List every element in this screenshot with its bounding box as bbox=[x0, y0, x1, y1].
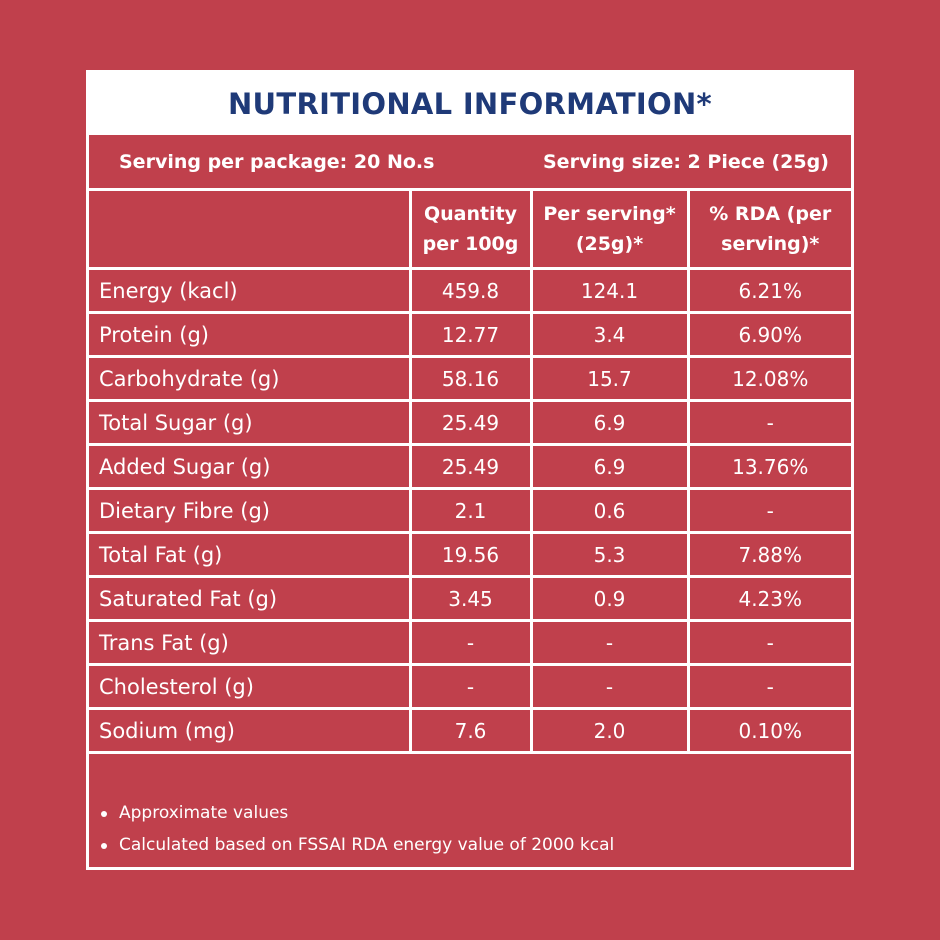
footnote-item: Approximate values bbox=[100, 803, 289, 823]
nutrient-name: Trans Fat (g) bbox=[89, 619, 412, 666]
page-title: NUTRITIONAL INFORMATION* bbox=[227, 87, 712, 121]
table-header-row: Quantity per 100g Per serving* (25g)* % … bbox=[89, 191, 851, 270]
serving-size: Serving size: 2 Piece (25g) bbox=[543, 151, 829, 173]
serving-per-package: Serving per package: 20 No.s bbox=[119, 151, 435, 173]
rda-value: 6.90% bbox=[686, 311, 851, 358]
serving-value: 6.9 bbox=[529, 399, 690, 446]
table-row: Trans Fat (g) - - - bbox=[89, 619, 851, 666]
quantity-value: 7.6 bbox=[408, 707, 533, 754]
table-row: Carbohydrate (g) 58.16 15.7 12.08% bbox=[89, 355, 851, 402]
quantity-value: - bbox=[408, 619, 533, 666]
nutrient-name: Total Fat (g) bbox=[89, 531, 412, 578]
rda-value: 4.23% bbox=[686, 575, 851, 622]
nutrition-table: Quantity per 100g Per serving* (25g)* % … bbox=[89, 191, 851, 754]
nutrient-name: Saturated Fat (g) bbox=[89, 575, 412, 622]
table-row: Dietary Fibre (g) 2.1 0.6 - bbox=[89, 487, 851, 534]
nutrition-panel: NUTRITIONAL INFORMATION* Serving per pac… bbox=[86, 70, 854, 870]
header-rda: % RDA (per serving)* bbox=[686, 191, 851, 270]
nutrient-name: Total Sugar (g) bbox=[89, 399, 412, 446]
serving-value: - bbox=[529, 663, 690, 710]
rda-value: - bbox=[686, 399, 851, 446]
nutrient-name: Carbohydrate (g) bbox=[89, 355, 412, 402]
nutrient-name: Dietary Fibre (g) bbox=[89, 487, 412, 534]
footnote-item: Calculated based on FSSAI RDA energy val… bbox=[100, 835, 615, 855]
rda-value: 12.08% bbox=[686, 355, 851, 402]
serving-value: 6.9 bbox=[529, 443, 690, 490]
serving-value: 124.1 bbox=[529, 267, 690, 314]
title-bar: NUTRITIONAL INFORMATION* bbox=[89, 73, 851, 135]
serving-value: 0.6 bbox=[529, 487, 690, 534]
nutrient-name: Cholesterol (g) bbox=[89, 663, 412, 710]
table-row: Saturated Fat (g) 3.45 0.9 4.23% bbox=[89, 575, 851, 622]
serving-value: 0.9 bbox=[529, 575, 690, 622]
quantity-value: 25.49 bbox=[408, 443, 533, 490]
quantity-value: 25.49 bbox=[408, 399, 533, 446]
rda-value: - bbox=[686, 663, 851, 710]
table-row: Sodium (mg) 7.6 2.0 0.10% bbox=[89, 707, 851, 754]
nutrient-name: Energy (kacl) bbox=[89, 267, 412, 314]
serving-value: 15.7 bbox=[529, 355, 690, 402]
header-quantity: Quantity per 100g bbox=[408, 191, 533, 270]
table-row: Total Fat (g) 19.56 5.3 7.88% bbox=[89, 531, 851, 578]
table-row: Total Sugar (g) 25.49 6.9 - bbox=[89, 399, 851, 446]
rda-value: 7.88% bbox=[686, 531, 851, 578]
quantity-value: 58.16 bbox=[408, 355, 533, 402]
serving-value: 2.0 bbox=[529, 707, 690, 754]
table-row: Protein (g) 12.77 3.4 6.90% bbox=[89, 311, 851, 358]
rda-value: 13.76% bbox=[686, 443, 851, 490]
rda-value: 0.10% bbox=[686, 707, 851, 754]
quantity-value: 3.45 bbox=[408, 575, 533, 622]
quantity-value: 19.56 bbox=[408, 531, 533, 578]
nutrient-name: Added Sugar (g) bbox=[89, 443, 412, 490]
table-row: Added Sugar (g) 25.49 6.9 13.76% bbox=[89, 443, 851, 490]
quantity-value: - bbox=[408, 663, 533, 710]
rda-value: - bbox=[686, 619, 851, 666]
quantity-value: 2.1 bbox=[408, 487, 533, 534]
serving-value: - bbox=[529, 619, 690, 666]
quantity-value: 12.77 bbox=[408, 311, 533, 358]
nutrient-name: Sodium (mg) bbox=[89, 707, 412, 754]
serving-info-row: Serving per package: 20 No.s Serving siz… bbox=[89, 135, 851, 191]
rda-value: - bbox=[686, 487, 851, 534]
header-nutrient bbox=[89, 191, 412, 270]
serving-value: 3.4 bbox=[529, 311, 690, 358]
quantity-value: 459.8 bbox=[408, 267, 533, 314]
header-per-serving: Per serving* (25g)* bbox=[529, 191, 690, 270]
table-row: Cholesterol (g) - - - bbox=[89, 663, 851, 710]
rda-value: 6.21% bbox=[686, 267, 851, 314]
serving-value: 5.3 bbox=[529, 531, 690, 578]
nutrient-name: Protein (g) bbox=[89, 311, 412, 358]
table-row: Energy (kacl) 459.8 124.1 6.21% bbox=[89, 267, 851, 314]
